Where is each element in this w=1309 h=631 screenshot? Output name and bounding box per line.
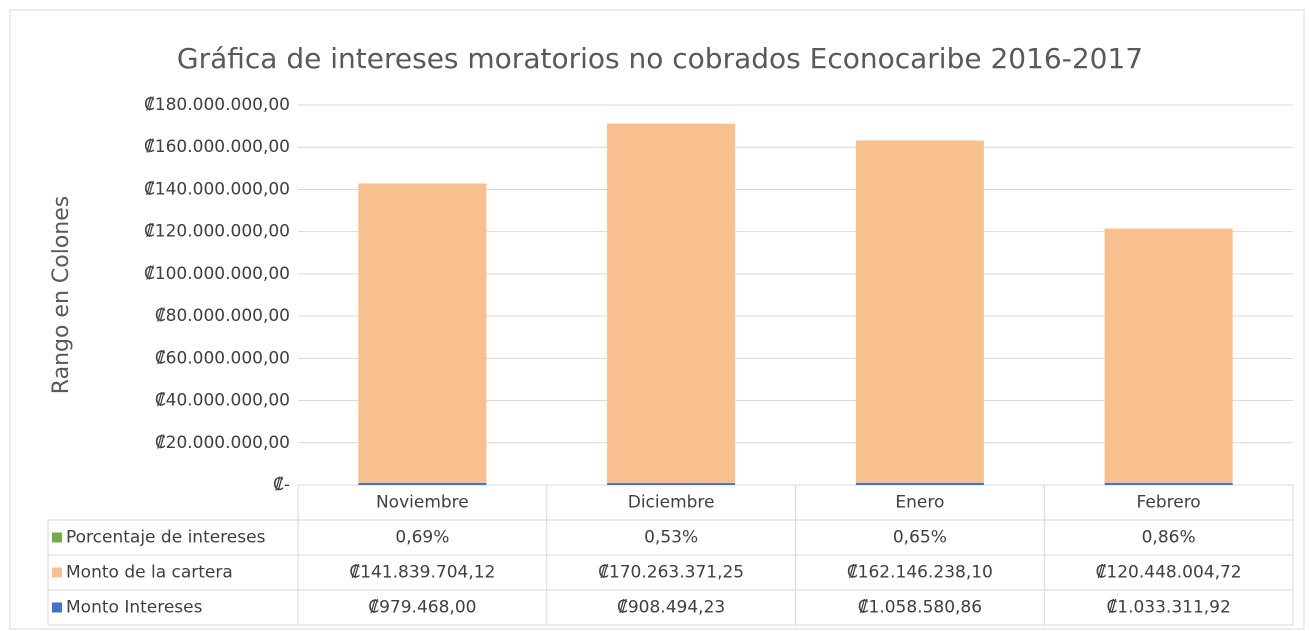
x-tick-label: Febrero (1137, 493, 1201, 513)
table-value: ₡979.468,00 (368, 598, 476, 618)
y-tick-label: ₡40.000.000,00 (155, 391, 290, 411)
table-value: ₡120.448.004,72 (1096, 563, 1242, 583)
y-tick-label: ₡80.000.000,00 (155, 306, 290, 326)
x-tick-label: Noviembre (376, 493, 469, 513)
bar-segment (855, 140, 984, 483)
table-value: 0,69% (395, 528, 449, 548)
bar-segment (855, 482, 984, 485)
y-tick-label: ₡140.000.000,00 (144, 179, 290, 199)
bar-segment (1104, 228, 1233, 483)
bar-segment (607, 123, 736, 484)
table-value: ₡1.033.311,92 (1106, 598, 1230, 618)
table-value: ₡162.146.238,10 (847, 563, 993, 583)
table-value: ₡1.058.580,86 (858, 598, 982, 618)
y-tick-label: ₡160.000.000,00 (144, 137, 290, 157)
bar-segment (607, 483, 736, 485)
y-tick-label: ₡20.000.000,00 (155, 433, 290, 453)
y-tick-label: ₡60.000.000,00 (155, 348, 290, 368)
table-value: ₡170.263.371,25 (598, 563, 744, 583)
table-value: ₡908.494,23 (617, 598, 725, 618)
bar-segment (358, 183, 487, 483)
table-value: 0,86% (1142, 528, 1196, 548)
y-tick-label: ₡180.000.000,00 (144, 95, 290, 115)
legend-key (52, 567, 62, 578)
y-tick-label: ₡- (273, 475, 290, 495)
table-value: 0,53% (644, 528, 698, 548)
legend-label: Monto Intereses (66, 598, 203, 618)
legend-key (52, 602, 62, 613)
table-value: ₡141.839.704,12 (349, 563, 495, 583)
bar-segment (358, 482, 487, 485)
table-value: 0,65% (893, 528, 947, 548)
x-tick-label: Diciembre (628, 493, 715, 513)
y-tick-label: ₡120.000.000,00 (144, 222, 290, 242)
y-tick-label: ₡100.000.000,00 (144, 264, 290, 284)
chart-title: Gráfica de intereses moratorios no cobra… (177, 42, 1143, 75)
bar-segment (1104, 482, 1233, 485)
legend-key (52, 532, 62, 543)
legend-label: Monto de la cartera (66, 563, 233, 583)
y-axis-title: Rango en Colones (49, 196, 74, 394)
legend-label: Porcentaje de intereses (66, 528, 266, 548)
x-tick-label: Enero (895, 493, 944, 513)
